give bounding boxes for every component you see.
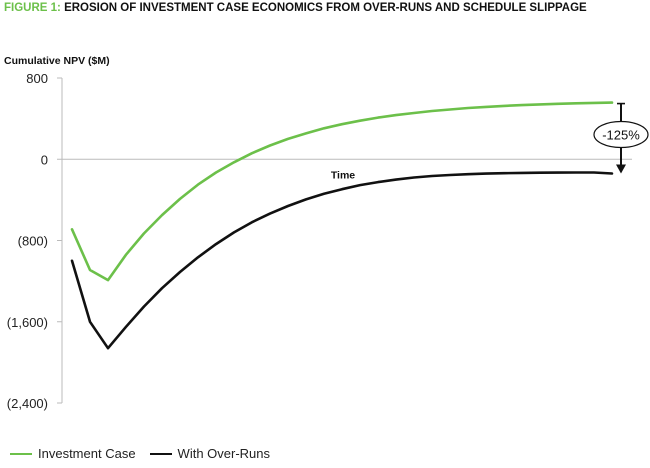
figure-number: FIGURE 1:	[4, 2, 61, 14]
chart-legend: Investment Case With Over-Runs	[10, 446, 284, 461]
legend-label-investment-case: Investment Case	[38, 446, 136, 461]
x-axis-label: Time	[331, 169, 355, 181]
legend-item-with-over-runs: With Over-Runs	[149, 446, 271, 461]
legend-item-investment-case: Investment Case	[10, 446, 136, 461]
y-tick-label: 0	[41, 152, 48, 167]
annotation-arrow-head	[616, 164, 626, 174]
legend-swatch-green	[10, 452, 32, 455]
y-tick-label: (1,600)	[7, 315, 48, 330]
legend-label-with-over-runs: With Over-Runs	[177, 446, 271, 461]
y-axis-label: Cumulative NPV ($M)	[4, 55, 110, 67]
series-line-with-over-runs	[70, 171, 614, 350]
annotation-label: -125%	[602, 128, 640, 143]
y-tick-label: (2,400)	[7, 396, 48, 411]
figure-title-text: EROSION OF INVESTMENT CASE ECONOMICS FRO…	[64, 2, 587, 14]
y-tick-label: 800	[26, 71, 48, 86]
figure-title: FIGURE 1: EROSION OF INVESTMENT CASE ECO…	[4, 2, 624, 14]
y-tick-label: (800)	[18, 234, 48, 249]
series-line-investment-case	[70, 101, 614, 282]
annotation-oval	[593, 120, 649, 149]
legend-swatch-black	[149, 452, 172, 455]
